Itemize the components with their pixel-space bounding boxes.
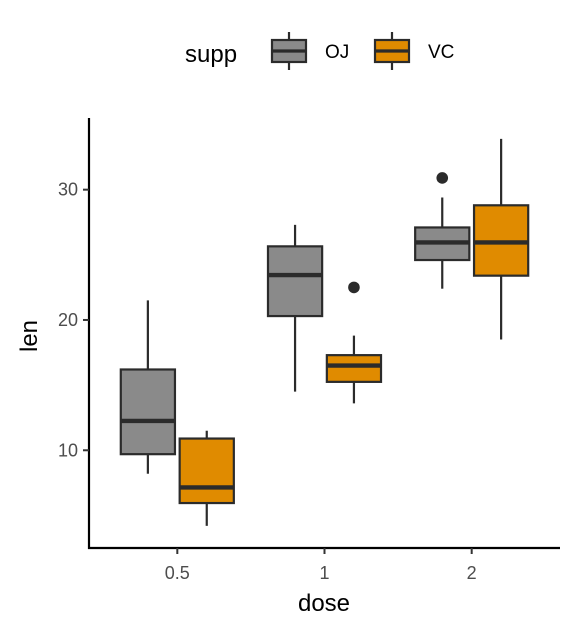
y-axis-ticks: 10 20 30 [58,180,89,460]
x-axis-title: dose [298,590,350,617]
box-VC-1 [325,281,383,404]
legend-item-VC: VC [373,32,454,70]
y-tick-label: 30 [58,180,78,200]
y-axis-title: len [16,320,43,352]
box-VC-0.5 [178,430,235,526]
legend-items: OJ VC [270,32,454,70]
x-tick-label: 2 [467,563,477,583]
x-tick-label: 1 [319,563,329,583]
box-body [266,245,324,318]
y-tick-label: 10 [58,440,78,460]
outlier-point [348,281,360,294]
legend-label: VC [428,42,454,63]
legend: supp OJ VC [185,32,454,70]
legend-label: OJ [325,42,349,63]
legend-item-OJ: OJ [270,32,349,70]
box-body [119,368,177,456]
box-body [325,354,383,383]
x-tick-label: 0.5 [165,563,190,583]
box-OJ-0.5 [119,300,177,474]
box-VC-2 [472,138,530,340]
plot-boxes [119,138,530,526]
box-OJ-1 [266,224,324,392]
y-tick-label: 20 [58,310,78,330]
x-axis-ticks: 0.5 1 2 [165,548,477,583]
legend-title: supp [185,41,237,68]
box-body [178,437,235,505]
outlier-point [436,172,449,184]
box-OJ-2 [414,172,471,289]
